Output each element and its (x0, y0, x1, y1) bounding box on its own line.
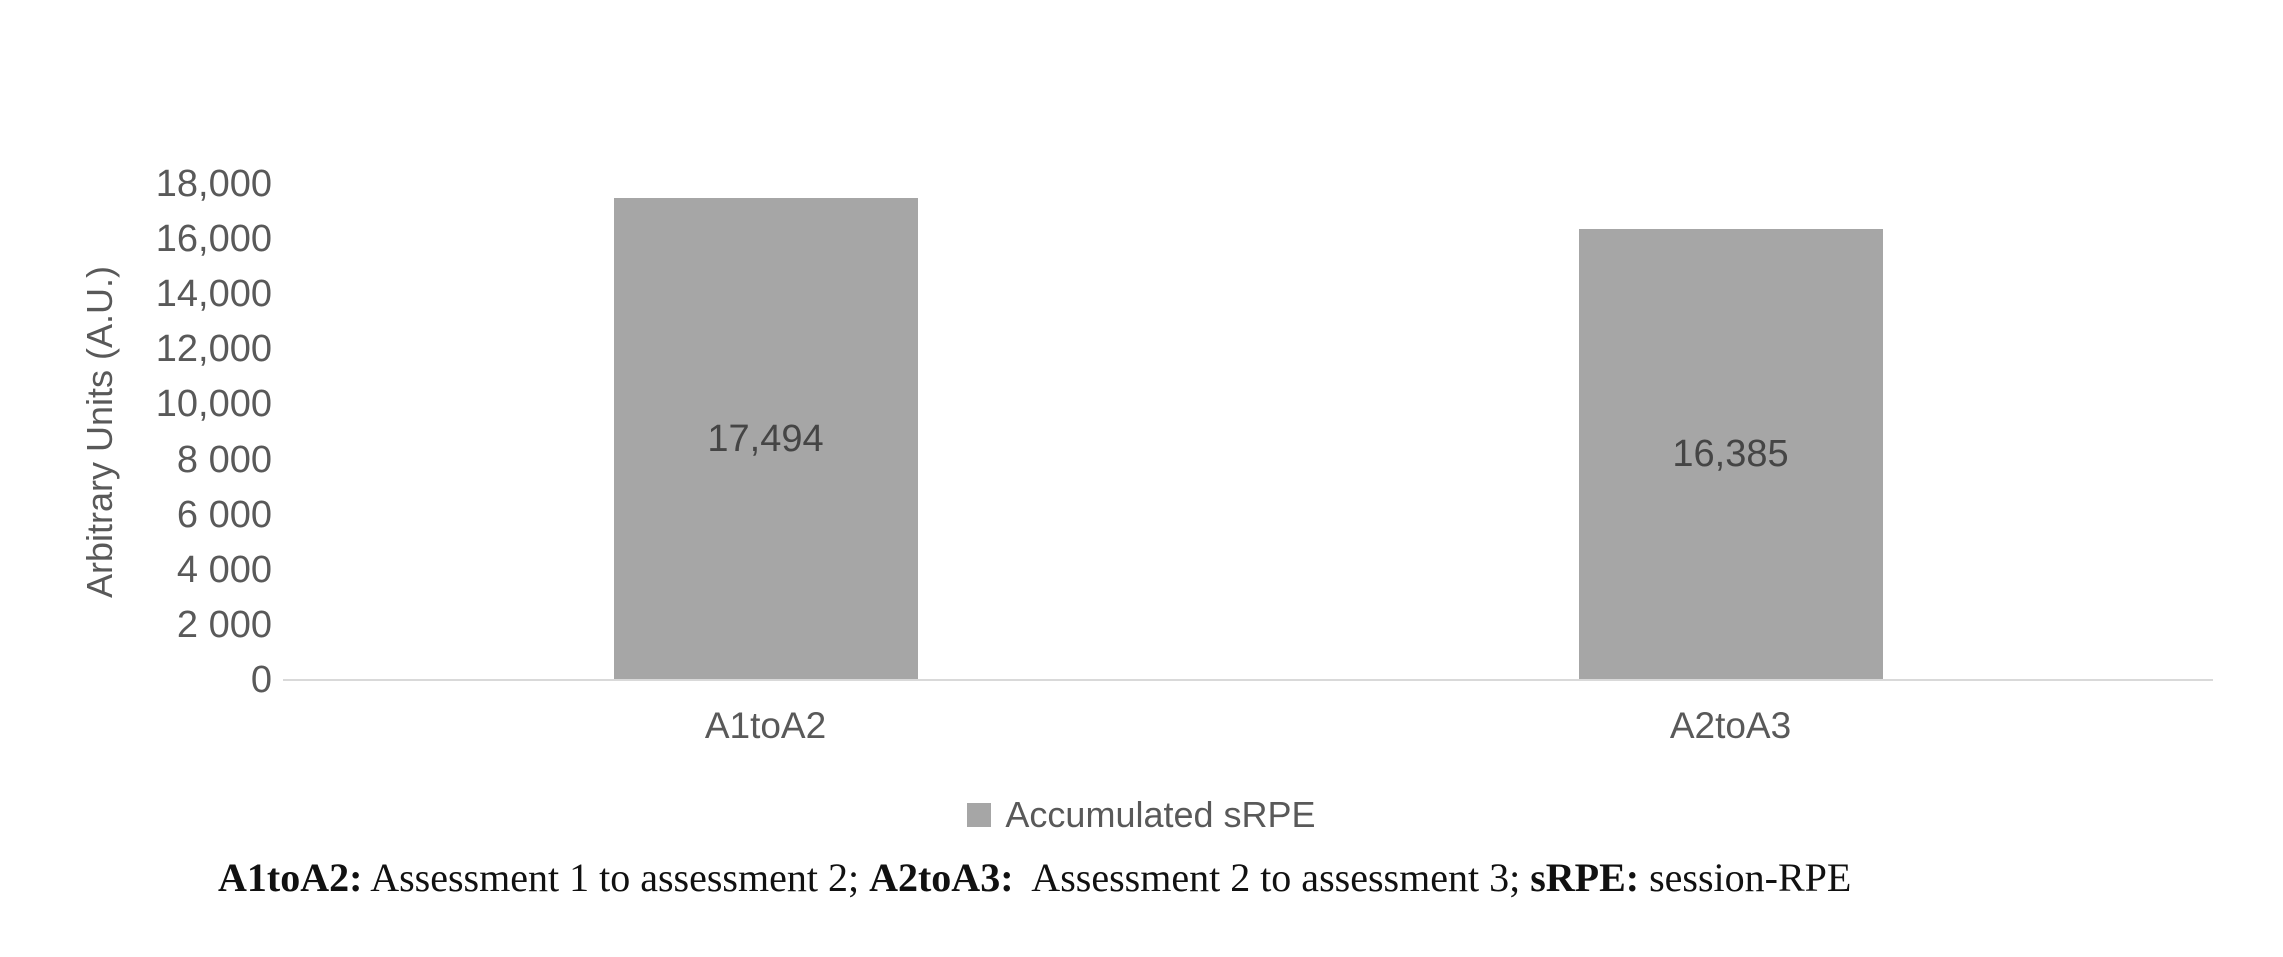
y-tick-label: 8 000 (176, 438, 272, 481)
y-tick-label: 2 000 (176, 603, 272, 646)
y-tick-label: 6 000 (176, 493, 272, 536)
bar-A2toA3 (1578, 228, 1883, 680)
bar-A1toA2 (613, 197, 918, 680)
legend-label: Accumulated sRPE (1005, 794, 1316, 835)
bar-data-label: 16,385 (1672, 433, 1789, 476)
caption-segment: A2toA3: (869, 855, 1014, 900)
y-tick-label: 14,000 (155, 273, 272, 316)
bar-data-label: 17,494 (707, 417, 824, 460)
x-axis-label-A1toA2: A1toA2 (704, 705, 827, 746)
figure-caption: A1toA2: Assessment 1 to assessment 2; A2… (218, 854, 1851, 901)
x-axis-label-A2toA3: A2toA3 (1669, 705, 1792, 746)
caption-segment: sRPE: (1530, 855, 1640, 900)
x-axis-line (283, 679, 2213, 681)
caption-segment: Assessment 1 to assessment 2; (362, 855, 870, 900)
legend: Accumulated sRPE (0, 794, 2283, 836)
y-tick-label: 18,000 (155, 163, 272, 205)
y-tick-label: 12,000 (155, 328, 272, 371)
y-tick-label: 4 000 (176, 548, 272, 591)
y-tick-label: 16,000 (155, 218, 272, 261)
y-axis-title-text: Arbitrary Units (A.U.) (79, 265, 121, 599)
caption-segment: A1toA2: (218, 855, 363, 900)
y-tick-label: 10,000 (155, 383, 272, 426)
y-tick-label: 0 (250, 659, 272, 701)
caption-segment: Assessment 2 to assessment 3; (1013, 855, 1531, 900)
legend-swatch-icon (967, 803, 992, 827)
caption-segment: session-RPE (1639, 855, 1852, 900)
